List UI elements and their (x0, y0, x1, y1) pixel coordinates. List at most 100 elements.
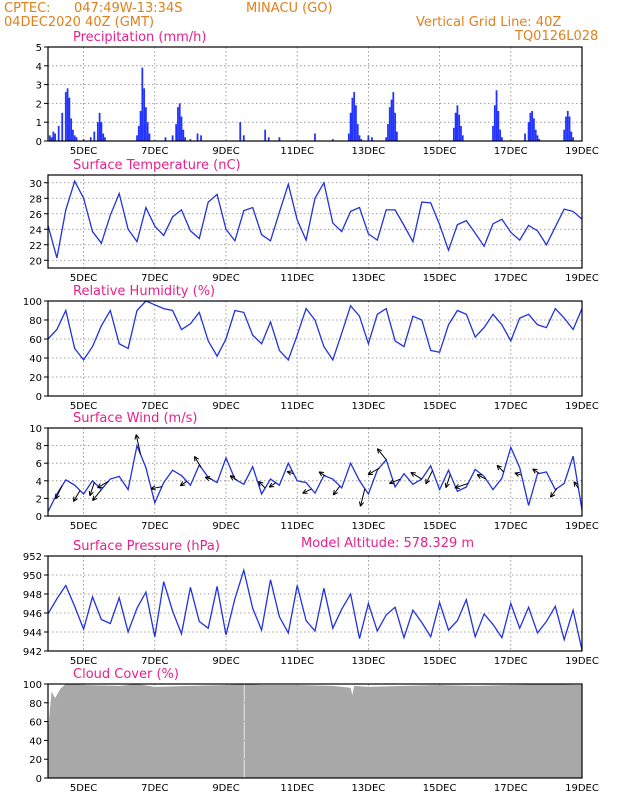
precip-bar (353, 92, 356, 141)
precip-bar (493, 105, 496, 141)
precip-bar (460, 125, 462, 141)
wind-vector-arrow (204, 476, 212, 482)
wind-vector-arrow (425, 470, 433, 485)
x-tick-label: 9DEC (212, 146, 239, 157)
x-tick-label: 17DEC (494, 656, 528, 667)
wind-vector-arrow (496, 464, 505, 473)
y-tick-label: 60 (29, 335, 42, 346)
wind-vector-arrow (229, 475, 237, 481)
precip-bar (61, 112, 64, 141)
precip-bar (264, 129, 267, 141)
y-tick-label: 946 (23, 609, 42, 620)
x-tick-label: 11DEC (280, 146, 314, 157)
precip-bar (89, 137, 92, 141)
x-tick-label: 11DEC (280, 521, 314, 532)
x-tick-label: 9DEC (212, 521, 239, 532)
wind-vector-arrow (358, 488, 366, 507)
precip-bar (454, 112, 457, 141)
precip-bar (200, 135, 202, 141)
y-tick-label: 20 (29, 256, 42, 267)
wind-vector-arrow (72, 490, 81, 502)
x-tick-label: 5DEC (70, 521, 97, 532)
precip-bar (184, 137, 186, 141)
wind-vector-arrow (454, 482, 469, 489)
precip-bar (239, 122, 242, 141)
precip-title: Precipitation (mm/h) (73, 30, 206, 45)
y-tick-label: 100 (23, 680, 42, 691)
x-tick-label: 5DEC (70, 146, 97, 157)
precip-bar (64, 92, 67, 141)
x-tick-label: 13DEC (352, 401, 386, 412)
wind-vector-arrow (88, 482, 95, 497)
precip-bar (367, 135, 370, 141)
x-tick-label: 7DEC (141, 521, 168, 532)
x-tick-label: 19DEC (565, 783, 599, 794)
x-tick-label: 5DEC (70, 273, 97, 284)
y-tick-label: 0 (36, 137, 42, 148)
y-tick-label: 80 (29, 699, 42, 710)
wind-vector-arrow (444, 474, 451, 489)
precip-bar (499, 129, 502, 141)
precip-bar (136, 135, 138, 141)
y-tick-label: 20 (29, 755, 42, 766)
wind-vector-arrow (193, 456, 202, 468)
precip-bar (531, 110, 534, 141)
wind-vector-arrow (268, 482, 277, 488)
y-tick-label: 944 (23, 628, 42, 639)
precip-bar (527, 122, 530, 141)
x-tick-label: 19DEC (565, 146, 599, 157)
pressure-series-line (47, 567, 583, 651)
y-tick-label: 26 (29, 210, 42, 221)
x-tick-label: 13DEC (352, 521, 386, 532)
y-tick-label: 942 (23, 647, 42, 658)
precip-bar (351, 97, 354, 141)
precip-bar (385, 137, 388, 141)
precip-bar (524, 133, 526, 141)
precip-bar (392, 92, 395, 141)
precip-bar (68, 97, 71, 141)
x-tick-label: 19DEC (565, 656, 599, 667)
wind-vector-arrow (150, 485, 163, 491)
precip-bar (139, 110, 142, 141)
x-tick-label: 19DEC (565, 521, 599, 532)
wind-vector-arrow (573, 481, 579, 489)
y-tick-label: 60 (29, 718, 42, 729)
y-tick-label: 948 (23, 590, 42, 601)
y-tick-label: 950 (23, 571, 42, 582)
precip-bar (100, 122, 103, 141)
wind-vector-arrow (389, 478, 401, 485)
precip-bar (452, 127, 455, 141)
precip-bar (171, 135, 174, 141)
x-tick-label: 15DEC (423, 521, 457, 532)
wind-vector-arrow (258, 480, 266, 489)
precip-bar (355, 105, 357, 141)
header-location: MINACU (GO) (246, 1, 333, 16)
y-tick-label: 1 (36, 118, 42, 129)
precip-bar (189, 139, 192, 141)
precip-panel: Precipitation (mm/h) 0 1 2 3 4 5 5DEC 7DEC 9DEC 11… (36, 30, 599, 157)
wind-vector-arrow (367, 467, 380, 476)
precip-bar (534, 129, 537, 141)
pressure-frame (47, 555, 583, 652)
precip-bar (394, 112, 396, 141)
precip-bar (356, 124, 359, 141)
precip-bar (98, 112, 101, 141)
precip-bar (349, 112, 352, 141)
x-tick-label: 15DEC (423, 401, 457, 412)
cloud-cover-area (48, 684, 582, 778)
precip-bar (70, 118, 73, 141)
wind-vector-arrow (134, 434, 142, 455)
wind-vector-arrow (92, 489, 102, 502)
precip-bar (66, 88, 69, 141)
precip-bar (538, 139, 541, 141)
x-tick-label: 7DEC (141, 656, 168, 667)
precip-bar (331, 139, 334, 141)
wind-frame (47, 427, 583, 517)
wind-vector-arrow (332, 485, 341, 496)
x-tick-label: 15DEC (423, 273, 457, 284)
y-tick-label: 100 (23, 297, 42, 308)
x-tick-label: 5DEC (70, 656, 97, 667)
precip-bar (242, 135, 245, 141)
y-tick-label: 0 (36, 392, 42, 403)
wind-vector-arrow (514, 471, 522, 477)
